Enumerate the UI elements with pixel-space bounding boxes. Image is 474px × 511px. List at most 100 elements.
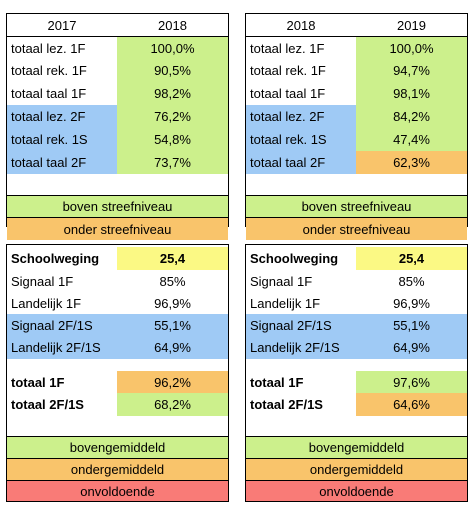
legend-above-target: boven streefniveau: [7, 196, 228, 217]
legend-below-average: ondergemiddeld: [246, 459, 467, 480]
year-header: 2019: [397, 17, 426, 33]
row-label: totaal lez. 1F: [250, 40, 325, 56]
legend-row: onder streefniveau: [246, 217, 467, 240]
top-right-table: 2018 2019 totaal lez. 1F 100,0% totaal r…: [245, 13, 468, 240]
row-label: Landelijk 1F: [250, 295, 321, 311]
row-label: totaal lez. 2F: [246, 105, 356, 128]
row-value: 64,9%: [393, 340, 430, 355]
table-row: totaal taal 2F 62,3%: [246, 151, 467, 174]
row-label: Signaal 2F/1S: [250, 317, 332, 333]
table-row: Signaal 2F/1S 55,1%: [7, 314, 228, 336]
row-value: 76,2%: [117, 105, 228, 128]
total-row: totaal 2F/1S 68,2%: [7, 393, 228, 416]
row-value: 85%: [398, 273, 425, 289]
total-value: 64,6%: [356, 393, 467, 416]
header-row: 2018 2019: [246, 14, 467, 36]
schoolweging-row: Schoolweging 25,4: [246, 247, 467, 270]
schoolweging-value: 25,4: [117, 247, 228, 270]
row-value: 84,2%: [356, 105, 467, 128]
total-label: totaal 1F: [250, 374, 304, 390]
total-value: 96,2%: [117, 371, 228, 393]
row-label: totaal lez. 2F: [7, 105, 117, 128]
legend-above-target: boven streefniveau: [246, 196, 467, 217]
row-label: Landelijk 2F/1S: [11, 340, 101, 355]
row-label: totaal rek. 1F: [250, 63, 326, 78]
row-value: 85%: [159, 273, 186, 289]
year-header: 2018: [286, 17, 316, 33]
table-row: totaal lez. 2F 76,2%: [7, 105, 228, 128]
row-value: 55,1%: [393, 317, 430, 333]
row-label: totaal lez. 1F: [11, 40, 86, 56]
table-row: Signaal 2F/1S 55,1%: [246, 314, 467, 336]
table-row: totaal lez. 1F 100,0%: [7, 36, 228, 59]
total-row: totaal 1F 97,6%: [246, 371, 467, 393]
year-header: 2018: [158, 17, 187, 33]
table-row: totaal taal 1F 98,1%: [246, 82, 467, 105]
table-row: Landelijk 2F/1S 64,9%: [246, 336, 467, 359]
total-value: 97,6%: [356, 371, 467, 393]
table-row: totaal rek. 1S 54,8%: [7, 128, 228, 151]
row-label: totaal rek. 1F: [11, 63, 87, 78]
bottom-right-table: Schoolweging 25,4 Signaal 1F 85% Landeli…: [245, 244, 468, 502]
total-row: totaal 2F/1S 64,6%: [246, 393, 467, 416]
table-row: totaal rek. 1S 47,4%: [246, 128, 467, 151]
total-label: totaal 2F/1S: [11, 397, 84, 412]
row-value: 100,0%: [356, 37, 467, 59]
legend-row: boven streefniveau: [246, 195, 467, 217]
row-value: 100,0%: [117, 37, 228, 59]
row-value: 73,7%: [117, 151, 228, 174]
total-label: totaal 2F/1S: [250, 397, 323, 412]
table-row: totaal rek. 1F 90,5%: [7, 59, 228, 82]
top-left-table: 2017 2018 totaal lez. 1F 100,0% totaal r…: [6, 13, 229, 240]
row-label: Signaal 2F/1S: [11, 317, 93, 333]
legend-below-target: onder streefniveau: [246, 218, 467, 240]
legend-below-average: ondergemiddeld: [7, 459, 228, 480]
row-label: Signaal 1F: [11, 273, 74, 289]
schoolweging-label: Schoolweging: [250, 251, 339, 266]
schoolweging-row: Schoolweging 25,4: [7, 247, 228, 270]
table-row: Signaal 1F 85%: [7, 270, 228, 292]
legend-row: onvoldoende: [246, 480, 467, 501]
table-row: totaal taal 2F 73,7%: [7, 151, 228, 174]
row-value: 96,9%: [393, 295, 430, 311]
table-row: Landelijk 1F 96,9%: [7, 292, 228, 314]
legend-row: onder streefniveau: [7, 217, 228, 240]
row-value: 90,5%: [117, 59, 228, 82]
table-row: Landelijk 2F/1S 64,9%: [7, 336, 228, 359]
table-row: totaal lez. 2F 84,2%: [246, 105, 467, 128]
legend-below-target: onder streefniveau: [7, 218, 228, 240]
table-row: totaal rek. 1F 94,7%: [246, 59, 467, 82]
row-label: totaal taal 2F: [246, 151, 356, 174]
row-value: 64,9%: [154, 340, 191, 355]
legend-row: ondergemiddeld: [7, 458, 228, 480]
row-label: totaal rek. 1S: [7, 128, 117, 151]
row-value: 96,9%: [154, 295, 191, 311]
row-label: totaal taal 2F: [7, 151, 117, 174]
row-value: 94,7%: [356, 59, 467, 82]
schoolweging-label: Schoolweging: [11, 251, 100, 266]
row-value: 62,3%: [356, 151, 467, 174]
header-row: 2017 2018: [7, 14, 228, 36]
total-label: totaal 1F: [11, 374, 65, 390]
table-row: totaal taal 1F 98,2%: [7, 82, 228, 105]
legend-insufficient: onvoldoende: [246, 481, 467, 501]
legend-row: bovengemiddeld: [246, 436, 467, 458]
total-row: totaal 1F 96,2%: [7, 371, 228, 393]
legend-row: bovengemiddeld: [7, 436, 228, 458]
schoolweging-value: 25,4: [356, 247, 467, 270]
row-value: 47,4%: [356, 128, 467, 151]
legend-above-average: bovengemiddeld: [7, 437, 228, 458]
year-header: 2017: [47, 17, 77, 33]
total-value: 68,2%: [117, 393, 228, 416]
legend-row: ondergemiddeld: [246, 458, 467, 480]
legend-above-average: bovengemiddeld: [246, 437, 467, 458]
bottom-left-table: Schoolweging 25,4 Signaal 1F 85% Landeli…: [6, 244, 229, 502]
row-label: Landelijk 2F/1S: [250, 340, 340, 355]
row-value: 54,8%: [117, 128, 228, 151]
table-row: Signaal 1F 85%: [246, 270, 467, 292]
row-value: 98,2%: [117, 82, 228, 105]
legend-insufficient: onvoldoende: [7, 481, 228, 501]
row-value: 55,1%: [154, 317, 191, 333]
row-label: totaal rek. 1S: [246, 128, 356, 151]
row-value: 98,1%: [356, 82, 467, 105]
